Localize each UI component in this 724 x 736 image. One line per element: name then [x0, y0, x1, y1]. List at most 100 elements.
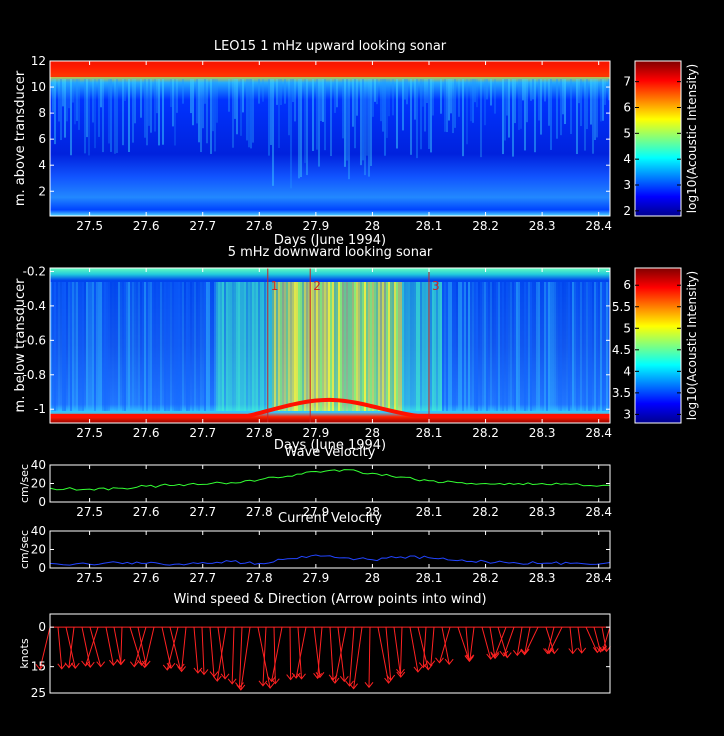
heatmap-streak: [192, 282, 194, 411]
heatmap-streak: [262, 79, 264, 102]
heatmap-streak: [52, 79, 54, 112]
heatmap-streak: [68, 282, 70, 411]
x-tick-label: 27.8: [246, 571, 273, 585]
colorbar-tick-label: 4: [623, 364, 631, 378]
heatmap-streak: [428, 79, 430, 149]
heatmap-streak: [64, 79, 66, 138]
heatmap-streak: [338, 282, 340, 411]
heatmap-streak: [450, 79, 452, 114]
heatmap-streak: [580, 79, 582, 127]
heatmap-streak: [402, 282, 404, 411]
heatmap-streak: [412, 282, 414, 411]
heatmap-streak: [352, 282, 354, 411]
heatmap-streak: [606, 282, 608, 411]
heatmap-streak: [400, 282, 402, 411]
heatmap-streak: [272, 79, 274, 186]
plot-frame: [49, 60, 611, 217]
heatmap-streak: [322, 79, 324, 122]
wind-arrow: [377, 627, 390, 684]
y-tick-label: 10: [31, 80, 46, 94]
heatmap-streak: [386, 282, 388, 411]
heatmap-streak: [344, 282, 346, 411]
colorbar-tick-label: 5: [623, 126, 631, 140]
x-tick-label: 28: [365, 505, 380, 519]
heatmap-streak: [310, 282, 312, 411]
heatmap-streak: [568, 282, 570, 411]
x-tick-label: 28.3: [529, 219, 556, 233]
heatmap-streak: [470, 79, 472, 122]
heatmap-streak: [334, 79, 336, 113]
wind-arrow: [216, 627, 227, 682]
wind-arrow: [349, 627, 355, 686]
y-tick-label: 6: [38, 132, 46, 146]
heatmap-streak: [76, 79, 78, 121]
heatmap-streak: [242, 282, 244, 411]
heatmap-streak: [106, 282, 108, 411]
marker-label: 3: [432, 279, 440, 293]
wind-arrowhead: [175, 663, 185, 670]
wind-arrow: [39, 627, 51, 670]
colorbar-tick-label: 4: [623, 152, 631, 166]
wind-arrowhead: [35, 663, 45, 671]
heatmap-streak: [128, 282, 130, 411]
heatmap-streak: [488, 282, 490, 411]
plot-frame: [49, 613, 611, 694]
wind-arrow: [569, 627, 574, 654]
heatmap-streak: [358, 282, 360, 411]
heatmap-streak: [348, 79, 350, 180]
heatmap-streak: [394, 282, 396, 411]
heatmap-streak: [380, 79, 382, 122]
heatmap-streak: [422, 79, 424, 107]
heatmap-streak: [362, 79, 364, 161]
heatmap-streak: [120, 282, 122, 411]
heatmap-streak: [554, 282, 556, 411]
marker-label: 1: [271, 279, 279, 293]
heatmap-streak: [556, 282, 558, 411]
x-tick-label: 27.9: [302, 426, 329, 440]
heatmap-streak: [570, 282, 572, 411]
y-tick-label: 40: [31, 524, 46, 538]
heatmap-streak: [146, 282, 148, 411]
heatmap-streak: [550, 282, 552, 411]
heatmap-streak: [566, 282, 568, 411]
colorbar-tick-label: 4.5: [612, 343, 631, 357]
panel-1: 27.5 27.6 27.7 27.8 27.9 28 28.1 28.2 28.3 28.424…: [13, 39, 699, 248]
heatmap-streak: [484, 79, 486, 126]
heatmap-streak: [506, 282, 508, 411]
heatmap-streak: [168, 282, 170, 411]
wind-arrow: [313, 627, 321, 678]
heatmap-streak: [384, 79, 386, 156]
heatmap-streak: [586, 79, 588, 130]
heatmap-streak: [382, 282, 384, 411]
x-tick-label: 28.1: [416, 426, 443, 440]
heatmap-streak: [346, 79, 348, 161]
heatmap-streak: [280, 282, 282, 411]
heatmap-streak: [226, 282, 228, 411]
heatmap-streak: [524, 282, 526, 411]
wind-arrow: [113, 627, 122, 665]
x-tick-label: 27.7: [189, 426, 216, 440]
heatmap-streak: [292, 79, 294, 102]
heatmap-streak: [116, 282, 118, 411]
wind-arrowhead: [364, 682, 374, 689]
wind-arrow: [577, 627, 583, 654]
heatmap-streak: [584, 282, 586, 411]
heatmap-streak: [328, 282, 330, 411]
heatmap-streak: [278, 79, 280, 149]
x-tick-label: 28.3: [529, 426, 556, 440]
surface-echo: [50, 61, 610, 77]
wind-arrow: [546, 627, 555, 654]
heatmap-streak: [500, 282, 502, 411]
heatmap-streak: [490, 282, 492, 411]
heatmap-streak: [430, 79, 432, 153]
wind-arrowhead: [129, 661, 139, 668]
heatmap-streak: [444, 79, 446, 132]
heatmap-streak: [522, 282, 524, 411]
heatmap-streak: [294, 79, 296, 122]
heatmap-streak: [396, 282, 398, 411]
wind-arrowhead: [212, 675, 222, 682]
heatmap-streak: [534, 282, 536, 411]
heatmap-streak: [268, 79, 270, 156]
y-tick-label: 0: [38, 561, 46, 575]
heatmap-streak: [90, 282, 92, 411]
